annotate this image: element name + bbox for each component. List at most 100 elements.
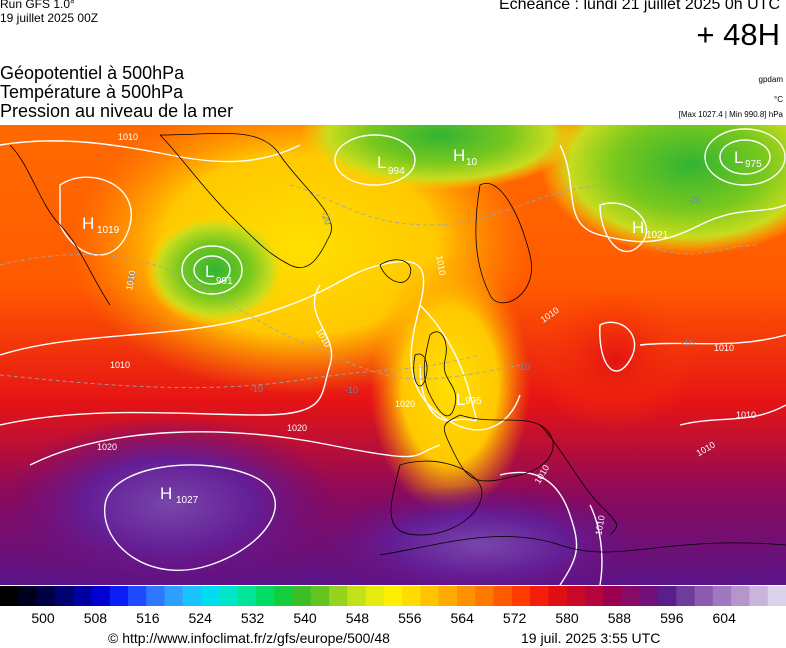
- colorbar-swatch: [402, 586, 422, 606]
- colorbar-swatch: [712, 586, 732, 606]
- run-date: 19 juillet 2025 00Z: [0, 11, 99, 25]
- ridge-central-europe: [535, 290, 695, 430]
- colorbar-swatch: [274, 586, 294, 606]
- pressure-system-value: 10: [466, 157, 478, 168]
- unit-geopotential: gpdam: [758, 75, 783, 84]
- parameter-temperature: Température à 500hPa: [0, 82, 184, 102]
- forecast-valid-time: Echéance : lundi 21 juillet 2025 0h UTC: [498, 0, 780, 13]
- ridge-azores: [0, 415, 340, 585]
- colorbar-swatch: [18, 586, 38, 606]
- isobar-line: [679, 404, 786, 426]
- ridge-north-africa: [310, 485, 650, 585]
- cold-trough-arctic: [300, 125, 580, 190]
- pressure-system-type: L: [456, 390, 465, 409]
- isobar-label: 1010: [124, 270, 137, 291]
- colorbar-swatch: [109, 586, 129, 606]
- unit-temperature: °C: [774, 95, 783, 104]
- coastline-north-america: [9, 144, 111, 306]
- pressure-system-type: H: [160, 484, 172, 503]
- isotherm-label: -10: [345, 385, 358, 395]
- isobar-line: [419, 304, 477, 422]
- parameter-pressure: Pression au niveau de la mer: [0, 101, 234, 121]
- coastline-great-britain: [423, 331, 457, 417]
- isotherm-line: [649, 244, 761, 255]
- colorbar-swatch: [749, 586, 769, 606]
- colorbar-tick-label: 532: [240, 610, 265, 626]
- colorbar-swatch: [383, 586, 403, 606]
- isobar-line: [0, 260, 521, 431]
- colorbar-swatch: [511, 586, 531, 606]
- coastline-france: [443, 414, 554, 482]
- isobar-line: [599, 321, 636, 372]
- colorbar-swatch: [164, 586, 184, 606]
- cold-trough-low-991: [145, 215, 285, 325]
- colorbar-swatch: [548, 586, 568, 606]
- coastline-iceland: [379, 259, 412, 283]
- isobar-line: [181, 245, 243, 295]
- colorbar-swatch: [329, 586, 348, 606]
- coastlines: [9, 133, 786, 556]
- colorbar-tick-label: 540: [293, 610, 317, 626]
- coastline-scandinavia: [475, 183, 532, 304]
- isobar-label: 1010: [118, 132, 138, 142]
- colorbar-swatch: [127, 586, 147, 606]
- isotherm-label: -20: [319, 210, 333, 226]
- isobar-label: 1020: [395, 399, 415, 409]
- colorbar-swatch: [584, 586, 604, 606]
- isobar-line: [704, 128, 786, 186]
- isobar-line: [29, 431, 441, 466]
- colorbar-tick-label: 548: [345, 610, 370, 626]
- colorbar-swatch: [54, 586, 74, 606]
- colorbar-swatch: [438, 586, 458, 606]
- colorbar-swatch: [347, 586, 367, 606]
- isobar-label: 1010: [714, 343, 734, 353]
- coastline-iberia: [390, 460, 483, 536]
- isobar-line: [104, 464, 276, 571]
- pressure-system-value: 1019: [97, 225, 120, 236]
- colorbar-tick-label: 516: [136, 610, 160, 626]
- coastline-north-africa: [379, 536, 786, 556]
- isobar-label: 1010: [736, 410, 756, 420]
- colorbar-swatch: [694, 586, 714, 606]
- colorbar-tick-label: 508: [83, 610, 108, 626]
- colorbar-swatch: [456, 586, 476, 606]
- colorbar-tick-label: 588: [607, 610, 632, 626]
- isobar-line: [499, 471, 578, 585]
- forecast-lead-time: + 48H: [696, 17, 780, 52]
- pressure-system-value: 1027: [176, 495, 199, 506]
- colorbar-tick-label: 580: [555, 610, 579, 626]
- colorbar-tick-label: 604: [712, 610, 736, 626]
- colorbar-swatch: [73, 586, 92, 606]
- colorbar-swatch: [676, 586, 696, 606]
- pressure-system-type: L: [734, 148, 743, 167]
- isobar-line: [719, 139, 771, 175]
- copyright-link[interactable]: © http://www.infoclimat.fr/z/gfs/europe/…: [108, 630, 390, 646]
- isobar-line: [599, 202, 647, 253]
- coastline-italy: [539, 424, 617, 536]
- parameter-geopotential: Géopotentiel à 500hPa: [0, 63, 185, 83]
- isotherm-label: -20: [125, 271, 137, 286]
- pressure-system-value: 975: [745, 159, 762, 170]
- colorbar-tick-label: 596: [660, 610, 684, 626]
- colorbar-swatch: [91, 586, 111, 606]
- isobar-label: 1010: [110, 360, 130, 370]
- weather-map[interactable]: H 1019 L 991 L 994 H 10 L 975 H 1021 L 9…: [0, 125, 786, 585]
- pressure-system-type: H: [453, 146, 465, 165]
- warm-field-british-isles: [370, 255, 530, 515]
- colorbar-swatch: [475, 586, 495, 606]
- isobar-line: [0, 284, 333, 426]
- render-timestamp: 19 juil. 2025 3:55 UTC: [521, 630, 661, 646]
- colorbar-tick-label: 524: [188, 610, 212, 626]
- isobar-line: [639, 334, 786, 346]
- isotherm-label: -20: [688, 195, 701, 205]
- colorbar-swatch: [0, 586, 19, 606]
- isobar-line: [589, 504, 603, 585]
- colorbar-tick-label: 572: [502, 610, 527, 626]
- colorbar-swatch: [201, 586, 220, 606]
- colorbar-swatch: [621, 586, 641, 606]
- geopotential-colorbar: [0, 586, 786, 606]
- colorbar-tick-label: 500: [31, 610, 55, 626]
- colorbar-swatch: [493, 586, 513, 606]
- colorbar-swatch: [731, 586, 751, 606]
- isobar-line: [0, 140, 301, 163]
